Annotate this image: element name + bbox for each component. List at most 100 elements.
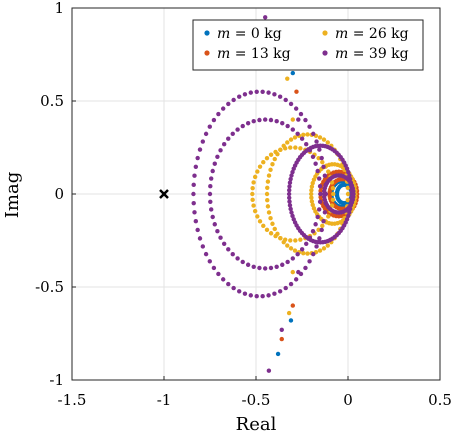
y-tick-label: 0.5 [40,92,64,110]
data-point [195,227,200,233]
data-point [203,251,209,257]
data-point [260,89,265,95]
data-point [311,177,317,182]
data-point [257,164,263,169]
data-point [231,285,236,291]
data-point [211,265,217,271]
data-point [264,227,270,233]
series-0 [272,35,356,357]
data-point [207,191,213,197]
y-tick-label: 1 [54,0,64,17]
data-point [283,146,288,151]
data-point [309,195,314,200]
data-point [240,259,245,265]
data-point [203,131,209,137]
data-point [315,168,320,174]
data-point [289,210,294,215]
data-point [290,169,295,175]
data-point [264,155,270,161]
data-point [230,131,235,137]
data-point [319,155,324,161]
data-point [287,188,292,193]
data-point [347,173,352,178]
data-point [329,203,335,208]
data-point [309,199,315,204]
data-point [288,238,293,243]
data-point [295,131,300,137]
data-point [248,293,253,298]
data-point [285,76,290,81]
data-point [309,191,314,197]
data-point [294,89,299,94]
data-point [280,262,285,267]
data-point [209,176,214,181]
data-point [191,191,196,197]
data-point [212,222,217,227]
data-point [278,147,283,152]
data-point [325,140,330,145]
data-point [330,185,336,191]
data-point [257,117,262,123]
data-point [285,243,290,248]
data-point [301,250,306,256]
data-point [257,219,263,224]
critical-point-stroke [159,189,169,199]
data-point [301,132,306,138]
data-point [345,198,350,203]
data-point [317,248,323,253]
data-point [248,90,253,95]
data-point [273,233,278,239]
data-point [250,197,255,203]
data-point [317,236,322,241]
data-point [293,238,298,243]
data-point [261,159,266,165]
data-point [309,184,315,189]
data-point [274,264,279,269]
data-point [288,281,294,287]
data-point [331,191,336,197]
data-point [242,291,248,296]
data-point [303,117,308,123]
x-tick-label: 0.5 [428,391,452,409]
data-point [330,197,336,203]
data-point [313,161,318,166]
data-point [346,213,351,219]
data-point [316,176,322,181]
data-point [291,166,296,171]
data-point [216,111,221,117]
legend-entry: m = 13 kg [217,46,291,62]
data-point [210,168,215,174]
data-point [192,173,197,178]
data-point [325,243,330,248]
data-point [288,206,293,212]
data-point [318,188,323,194]
x-tick-label: -0.5 [242,391,271,409]
data-point [251,264,256,269]
data-point [288,101,294,107]
data-point [316,227,321,233]
data-point [192,210,197,215]
legend-marker [204,50,210,56]
data-point [191,200,196,206]
data-point [226,281,231,287]
data-point [270,162,275,167]
data-point [321,219,326,224]
data-point [317,199,323,204]
data-point [277,289,283,294]
data-point [287,184,292,189]
data-point [298,111,304,117]
data-point [311,131,316,137]
data-point [290,117,295,122]
data-point [280,121,285,126]
data-point [311,251,316,257]
data-point [266,293,271,298]
data-point [317,147,322,152]
legend-box [192,19,424,71]
data-point [316,155,321,161]
data-point [305,132,310,137]
data-point [220,277,226,282]
data-point [245,262,251,267]
data-point [292,135,298,140]
data-point [255,169,260,174]
data-point [268,216,273,221]
